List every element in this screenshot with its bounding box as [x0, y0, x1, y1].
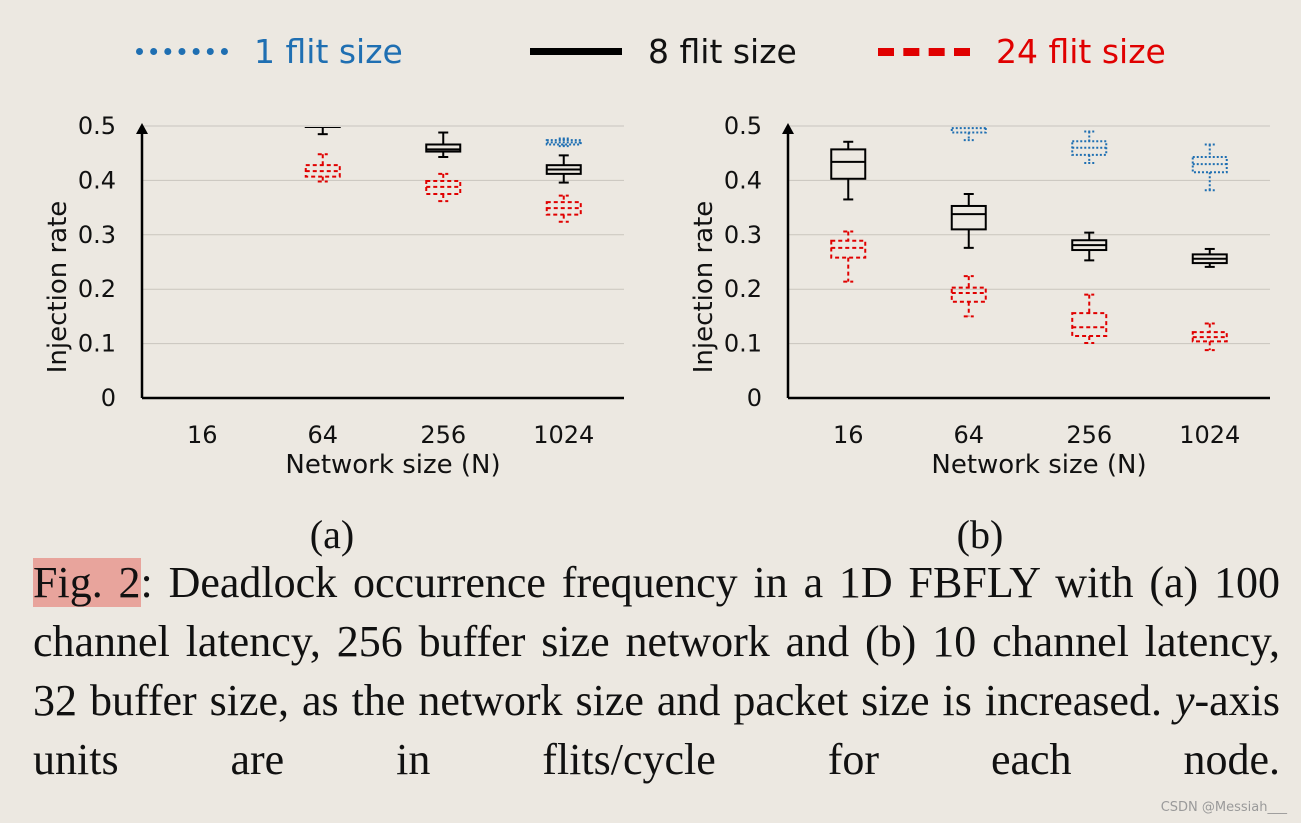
box-24-flit-size-64: [304, 153, 341, 183]
y-tick-label: 0.2: [724, 275, 762, 303]
y-axis-arrow: [782, 123, 794, 134]
y-tick-label: 0.3: [78, 221, 116, 249]
box-24-flit-size-1024: [545, 194, 582, 223]
y-axis-title: Injection rate: [43, 201, 73, 374]
chart-legend: 1 flit size 8 flit size 24 flit size: [0, 22, 1301, 82]
y-tick-label: 0: [101, 384, 116, 412]
y-tick-label: 0.1: [78, 330, 116, 358]
box-24-flit-size-1024: [1191, 322, 1228, 352]
box-iqr: [950, 127, 987, 134]
box-layer: [830, 127, 1228, 352]
caption-text-2: -axis units are in flits/cycle for each …: [33, 676, 1280, 784]
legend-label-1-flit: 1 flit size: [254, 32, 403, 71]
y-tick-label: 0.3: [724, 221, 762, 249]
box-iqr: [425, 143, 462, 153]
watermark: CSDN @Messiah___: [1160, 800, 1287, 815]
box-1-flit-size-256: [1071, 130, 1108, 164]
caption-text-1: : Deadlock occurrence frequency in a 1D …: [33, 558, 1280, 725]
x-tick-label: 256: [420, 421, 466, 449]
x-tick-label: 16: [187, 421, 218, 449]
plot-area: 0 0.1 0.2 0.3 0.4 0.5 16 64 256 1024 Network size …: [689, 112, 1270, 480]
box-8-flit-size-1024: [545, 154, 582, 184]
y-tick-label: 0.4: [78, 166, 116, 194]
box-8-flit-size-64: [304, 127, 341, 136]
box-8-flit-size-256: [425, 131, 462, 159]
legend-swatch-1-flit: [136, 48, 228, 55]
x-tick-label: 64: [307, 421, 338, 449]
y-axis-title: Injection rate: [689, 201, 719, 374]
x-tick-label: 256: [1066, 421, 1112, 449]
x-axis-title: Network size (N): [285, 450, 500, 480]
plot-area: 0 0.1 0.2 0.3 0.4 0.5 16 64 256 1024 Network size …: [43, 112, 624, 480]
legend-label-24-flit: 24 flit size: [996, 32, 1166, 71]
box-8-flit-size-16: [830, 140, 867, 201]
box-iqr: [1071, 312, 1108, 337]
y-axis-arrow: [136, 123, 148, 134]
x-tick-label: 64: [953, 421, 984, 449]
y-tick-label: 0.4: [724, 166, 762, 194]
chart-b: 0 0.1 0.2 0.3 0.4 0.5 16 64 256 1024 Network size …: [689, 112, 1270, 480]
box-iqr: [950, 286, 987, 303]
box-8-flit-size-256: [1071, 231, 1108, 262]
legend-swatch-8-flit: [530, 48, 622, 55]
box-8-flit-size-1024: [1191, 247, 1228, 268]
y-tick-label: 0.1: [724, 330, 762, 358]
box-layer: [304, 127, 582, 223]
box-24-flit-size-256: [1071, 293, 1108, 345]
y-tick-label: 0.2: [78, 275, 116, 303]
panel-a-label: (a): [309, 512, 355, 557]
y-tick-label: 0: [747, 384, 762, 412]
x-tick-label: 16: [833, 421, 864, 449]
y-tick-label: 0.5: [78, 112, 116, 140]
y-tick-label: 0.5: [724, 112, 762, 140]
box-iqr: [1191, 331, 1228, 343]
panel-b-label: (b): [956, 512, 1004, 557]
box-24-flit-size-16: [830, 230, 867, 283]
box-1-flit-size-1024: [1191, 143, 1228, 192]
x-tick-label: 1024: [1179, 421, 1240, 449]
x-axis-title: Network size (N): [931, 450, 1146, 480]
box-iqr: [830, 239, 867, 259]
figure-caption: Fig. 2: Deadlock occurrence frequency in…: [33, 553, 1280, 789]
box-iqr: [950, 204, 987, 231]
box-1-flit-size-1024: [545, 137, 582, 148]
box-24-flit-size-64: [950, 275, 987, 318]
box-24-flit-size-256: [425, 172, 462, 203]
box-iqr: [830, 148, 867, 180]
legend-swatch-24-flit: [878, 48, 970, 56]
box-8-flit-size-64: [950, 193, 987, 249]
caption-fig-label: Fig. 2: [33, 558, 141, 607]
box-1-flit-size-64: [950, 127, 987, 142]
chart-a: 0 0.1 0.2 0.3 0.4 0.5 16 64 256 1024 Network size …: [43, 112, 624, 480]
x-tick-label: 1024: [533, 421, 594, 449]
legend-label-8-flit: 8 flit size: [648, 32, 797, 71]
caption-y-italic: y: [1174, 676, 1195, 725]
